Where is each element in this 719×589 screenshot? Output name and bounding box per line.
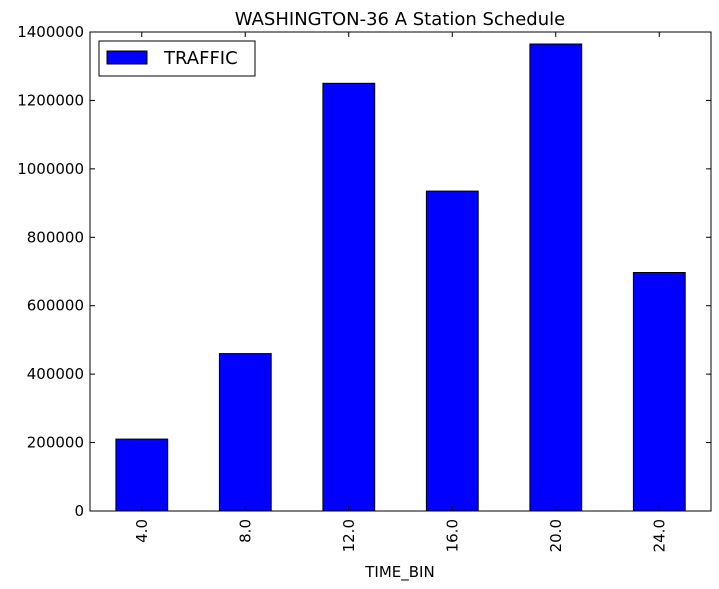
y-axis-ticks: 0 200000 400000 600000 800000 1000000 1200000 1… (17, 23, 711, 520)
legend: TRAFFIC (98, 40, 256, 77)
x-tick-label: 8.0 (236, 519, 254, 543)
y-tick-label: 600000 (27, 297, 84, 315)
y-tick-label: 800000 (27, 228, 84, 246)
y-tick-label: 1400000 (17, 23, 84, 41)
plot-frame (89, 31, 712, 512)
y-tick-label: 1200000 (17, 91, 84, 109)
bar-4.0 (115, 438, 169, 512)
x-tick-label: 12.0 (340, 519, 358, 552)
y-tick-label: 1000000 (17, 160, 84, 178)
x-axis-ticks: 4.0 8.0 12.0 16.0 20.0 24.0 (133, 32, 668, 552)
bar-12.0 (322, 82, 376, 512)
bar-8.0 (218, 353, 272, 512)
x-tick-label: 24.0 (650, 519, 668, 552)
legend-swatch (106, 50, 148, 65)
bar-20.0 (529, 43, 583, 512)
legend-label: TRAFFIC (163, 48, 238, 69)
y-tick-label: 200000 (27, 434, 84, 452)
x-tick-label: 16.0 (443, 519, 461, 552)
x-axis-label: TIME_BIN (364, 563, 434, 582)
bars-group (115, 43, 686, 512)
y-tick-label: 0 (74, 502, 84, 520)
y-tick-label: 400000 (27, 365, 84, 383)
bar-24.0 (632, 272, 686, 512)
chart-title: WASHINGTON-36 A Station Schedule (235, 9, 565, 30)
x-tick-label: 4.0 (133, 519, 151, 543)
x-tick-label: 20.0 (547, 519, 565, 552)
bar-16.0 (425, 190, 479, 512)
